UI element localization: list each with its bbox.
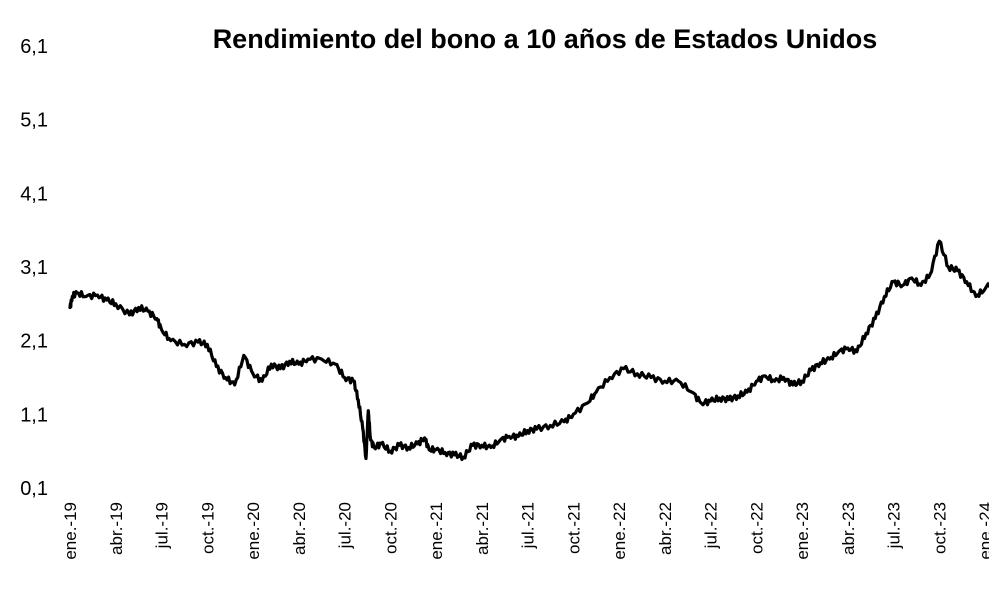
series-line (68, 239, 989, 462)
x-tick-label: ene.-22 (610, 502, 629, 560)
x-tick-label: ene.-19 (61, 502, 80, 560)
y-tick-label: 4,1 (20, 183, 48, 205)
x-tick-label: abr.-19 (107, 502, 126, 555)
x-tick-label: abr.-23 (839, 502, 858, 555)
x-axis-tick-labels: ene.-19 abr.-19 jul.-19 oct.-19 ene.-20 abr.-… (61, 502, 989, 560)
x-tick-label: abr.-22 (656, 502, 675, 555)
x-tick-label: ene.-20 (244, 502, 263, 560)
x-tick-label: jul.-22 (702, 502, 721, 549)
x-tick-label: oct.-20 (381, 502, 400, 554)
x-tick-label: jul.-20 (336, 502, 355, 549)
x-tick-label: oct.-21 (564, 502, 583, 554)
x-tick-label: jul.-21 (519, 502, 538, 549)
y-tick-label: 1,1 (20, 404, 48, 426)
series-group (68, 239, 989, 462)
chart-title: Rendimiento del bono a 10 años de Estado… (213, 24, 878, 54)
y-tick-label: 2,1 (20, 331, 48, 353)
x-tick-label: oct.-22 (747, 502, 766, 554)
x-tick-label: ene.-21 (427, 502, 446, 560)
y-tick-label: 0,1 (20, 478, 48, 500)
x-tick-label: jul.-23 (885, 502, 904, 549)
y-axis-tick-labels: 0,1 1,1 2,1 3,1 4,1 5,1 6,1 (20, 36, 48, 500)
x-tick-label: ene.-24 (976, 502, 989, 560)
y-tick-label: 6,1 (20, 36, 48, 58)
x-tick-label: abr.-20 (290, 502, 309, 555)
x-tick-label: oct.-19 (198, 502, 217, 554)
x-tick-label: abr.-21 (473, 502, 492, 555)
x-tick-label: oct.-23 (930, 502, 949, 554)
y-tick-label: 3,1 (20, 257, 48, 279)
x-tick-label: ene.-23 (793, 502, 812, 560)
x-tick-label: jul.-19 (153, 502, 172, 549)
y-tick-label: 5,1 (20, 110, 48, 132)
